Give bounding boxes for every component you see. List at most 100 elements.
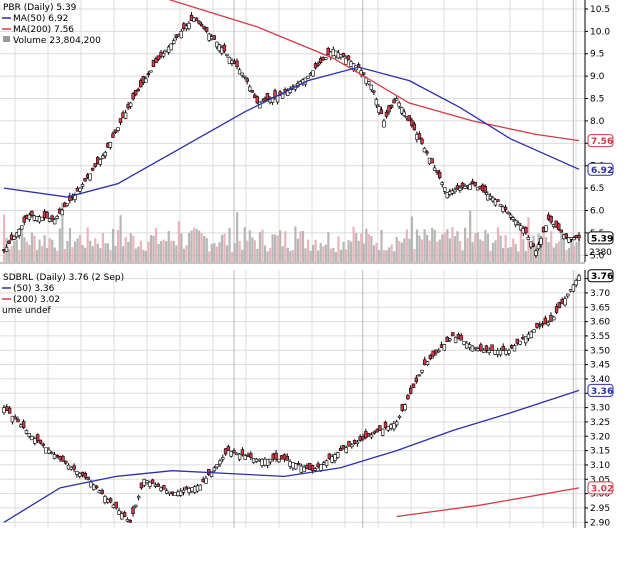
candle-body (529, 331, 534, 339)
candle-body (437, 171, 442, 179)
candle-body (146, 73, 151, 76)
value-marker-label: 3.02 (591, 484, 613, 494)
candle-body (557, 223, 561, 230)
candle-body (201, 479, 205, 482)
volume-bar (268, 248, 272, 262)
candle-body (386, 425, 390, 431)
candle-body (125, 519, 130, 522)
candle-body (118, 118, 123, 124)
candle-body (7, 240, 11, 244)
chart-title: PBR (Daily) 5.39 (3, 3, 77, 13)
volume-bar (529, 247, 533, 262)
candle-body (242, 75, 247, 78)
candle-body (540, 323, 545, 326)
value-marker-box (587, 269, 614, 283)
candle-body (78, 187, 82, 192)
candle-body (172, 40, 176, 44)
candle-body (90, 167, 95, 171)
candle-body (552, 316, 556, 321)
candle-body (358, 436, 362, 441)
candle-body (319, 464, 323, 471)
volume-bar (149, 234, 153, 262)
candle-body (243, 455, 247, 460)
candle-body (318, 58, 323, 64)
candle-body (535, 322, 539, 328)
candle-body (60, 209, 64, 216)
candle-body (484, 345, 489, 351)
candle-body (397, 102, 401, 107)
volume-bar (223, 233, 226, 262)
candle-body (493, 349, 497, 355)
candle-body (159, 487, 163, 491)
candle-body (473, 347, 477, 349)
y-tick-label: 8.5 (590, 95, 604, 105)
volume-bar (350, 241, 353, 262)
candle-body (501, 346, 505, 351)
volume-bar (48, 237, 51, 262)
candle-body (123, 112, 128, 119)
candle-body (103, 151, 108, 157)
volume-bar (557, 241, 560, 262)
candle-body (577, 234, 581, 239)
volume-bar (481, 240, 484, 262)
volume-bar (360, 233, 363, 262)
candle-body (22, 216, 26, 223)
candle-body (560, 299, 564, 304)
volume-bar (431, 227, 434, 262)
candle-body (407, 115, 411, 122)
volume-bar (78, 235, 82, 262)
candle-body (27, 433, 31, 437)
candle-body (374, 99, 379, 106)
legend-entry: ume undef (2, 306, 52, 316)
candle-body (476, 348, 480, 352)
y-tick-label: 6.5 (590, 184, 604, 194)
candle-body (544, 225, 548, 232)
candle-body (260, 458, 264, 466)
candle-body (131, 93, 135, 100)
candle-body (423, 359, 427, 365)
volume-bar (271, 234, 274, 262)
candle-body (448, 338, 452, 341)
candle-body (361, 72, 366, 75)
candle-body (389, 424, 393, 429)
y-tick-label: 3.70 (590, 289, 610, 299)
volume-bar (132, 235, 135, 262)
volume-bar (213, 243, 216, 262)
volume-bar (507, 247, 510, 262)
candle-body (350, 444, 354, 448)
candle-body (47, 449, 51, 454)
volume-bar (415, 229, 419, 262)
volume-bar (390, 244, 393, 262)
candle-body (369, 434, 374, 438)
candle-body (346, 55, 351, 61)
candle-body (487, 349, 491, 353)
volume-bar (375, 243, 378, 262)
volume-bar (76, 238, 79, 262)
volume-bar (555, 243, 558, 262)
candle-body (498, 203, 503, 207)
volume-bar (405, 229, 408, 262)
volume-bar (61, 202, 64, 262)
volume-bar (172, 241, 175, 262)
volume-bar (380, 229, 383, 262)
candle-body (524, 336, 528, 344)
volume-bar (71, 247, 74, 262)
volume-bar (99, 248, 102, 262)
candle-body (154, 58, 158, 64)
candle-body (30, 210, 34, 216)
candle-body (106, 499, 110, 503)
candle-body (384, 111, 389, 117)
volume-bar (458, 240, 462, 262)
candle-body (114, 501, 118, 509)
candle-body (442, 344, 447, 351)
candle-body (506, 211, 510, 214)
volume-bar (84, 247, 87, 262)
candle-body (263, 458, 267, 466)
y-tick-label: 3.40 (590, 375, 610, 385)
candle-body (176, 491, 180, 496)
volume-bar (502, 248, 505, 262)
candle-body (327, 453, 332, 459)
candle-body (333, 454, 337, 461)
candle-body (5, 406, 9, 411)
candle-body (88, 173, 92, 181)
